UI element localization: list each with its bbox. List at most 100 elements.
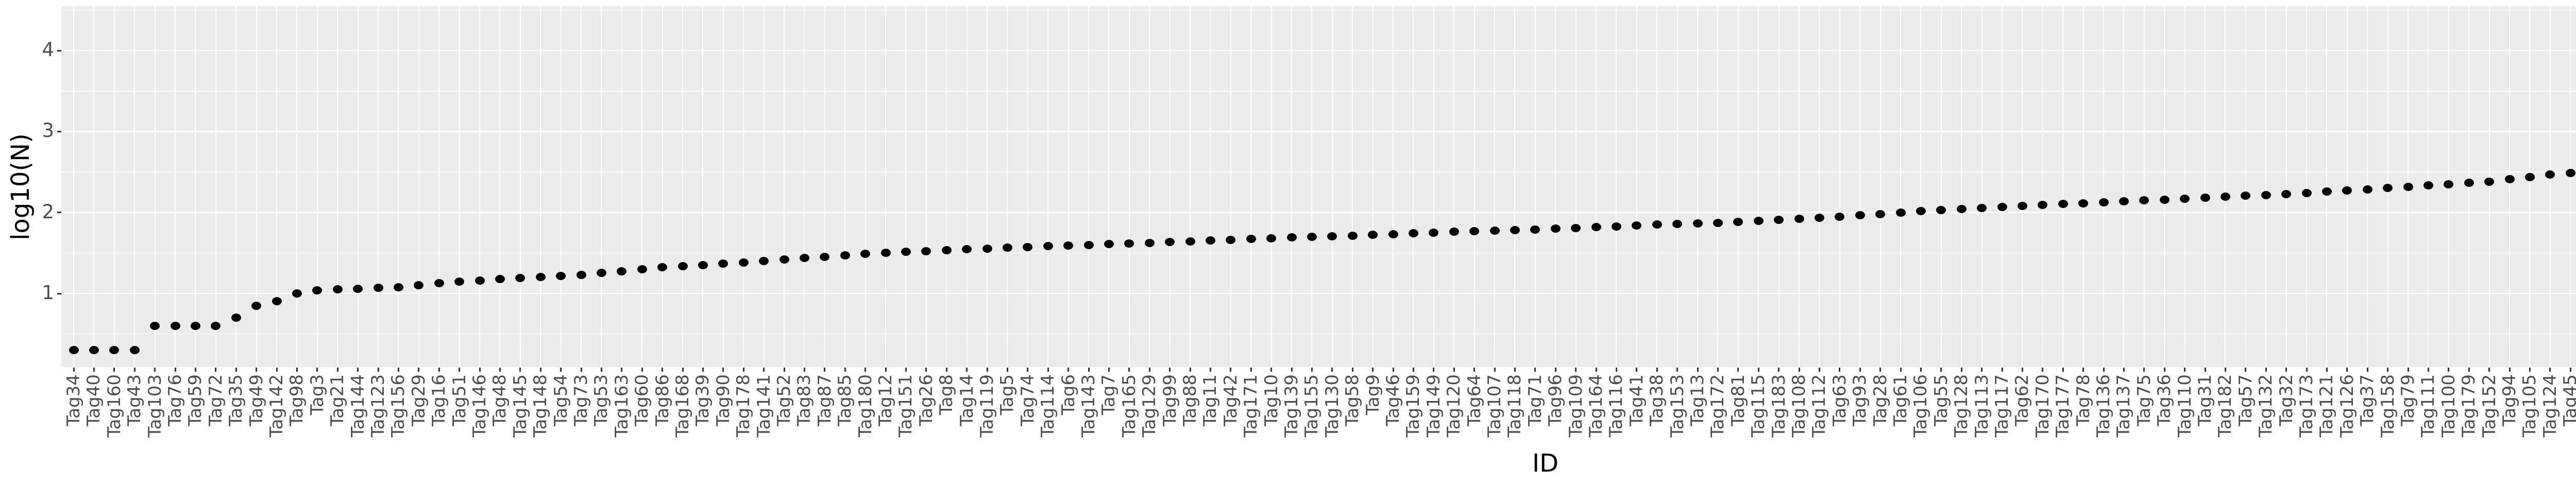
x-tick [580, 368, 582, 372]
data-point [1794, 214, 1804, 223]
category-gridline [1067, 6, 1069, 367]
x-tick-label: Tag129 [1139, 374, 1160, 438]
category-gridline [398, 6, 399, 367]
category-gridline [1007, 6, 1008, 367]
x-tick [1879, 368, 1882, 372]
x-tick-label: Tag7 [1098, 374, 1120, 415]
x-tick [133, 368, 135, 372]
category-gridline [2062, 6, 2064, 367]
data-point [2423, 181, 2433, 190]
x-tick [1514, 368, 1516, 372]
x-tick-label: Tag75 [2133, 374, 2155, 426]
x-tick-label: Tag141 [753, 374, 774, 438]
category-gridline [479, 6, 480, 367]
x-tick-label: Tag28 [1870, 374, 1891, 426]
data-point [1997, 202, 2007, 211]
data-point [2565, 168, 2575, 177]
data-point [1226, 235, 1236, 244]
x-tick-label: Tag103 [144, 374, 165, 438]
x-tick-label: Tag115 [1748, 374, 1769, 438]
data-point [982, 244, 992, 253]
category-gridline [1534, 6, 1536, 367]
data-point [576, 270, 586, 279]
x-tick [1372, 368, 1374, 372]
category-gridline [1656, 6, 1658, 367]
x-tick-label: Tag148 [530, 374, 551, 438]
category-gridline [1372, 6, 1374, 367]
data-point [2241, 192, 2251, 200]
x-tick [783, 368, 785, 372]
x-tick-label: Tag81 [1727, 374, 1749, 426]
x-tick [1209, 368, 1211, 372]
x-tick-label: Tag139 [1281, 374, 1302, 438]
x-tick-label: Tag106 [1910, 374, 1931, 438]
data-point [1774, 216, 1784, 224]
data-point [1733, 218, 1743, 227]
data-point [759, 257, 769, 266]
x-tick-label: Tag72 [205, 374, 226, 426]
category-gridline [1352, 6, 1353, 367]
x-tick-label: Tag45 [2560, 374, 2576, 426]
x-tick-label: Tag120 [1444, 374, 1465, 438]
x-tick [824, 368, 826, 372]
data-point [170, 321, 180, 330]
x-tick [1737, 368, 1739, 372]
category-gridline [2103, 6, 2104, 367]
x-tick-label: Tag34 [63, 374, 84, 426]
x-tick [1839, 368, 1841, 372]
category-gridline [946, 6, 947, 367]
data-point [190, 321, 200, 330]
category-gridline [2225, 6, 2226, 367]
x-tick [1128, 368, 1130, 372]
category-gridline [1575, 6, 1577, 367]
x-tick [1473, 368, 1476, 372]
category-gridline [519, 6, 521, 367]
x-tick [2163, 368, 2165, 372]
x-tick [1859, 368, 1861, 372]
category-gridline [2509, 6, 2510, 367]
data-point [2159, 195, 2170, 204]
category-gridline [1210, 6, 1211, 367]
category-gridline [1190, 6, 1191, 367]
x-tick-label: Tag83 [794, 374, 815, 426]
category-gridline [2306, 6, 2307, 367]
category-gridline [296, 6, 298, 367]
x-tick [438, 368, 440, 372]
x-tick-label: Tag78 [2073, 374, 2094, 426]
x-tick [1960, 368, 1962, 372]
x-tick-label: Tag158 [2377, 374, 2398, 438]
x-tick [2448, 368, 2450, 372]
category-gridline [1819, 6, 1820, 367]
x-tick [2021, 368, 2023, 372]
x-tick [1088, 368, 1090, 372]
data-point [1083, 240, 1094, 249]
category-gridline [1596, 6, 1597, 367]
category-gridline [1981, 6, 1982, 367]
category-gridline [235, 6, 237, 367]
x-tick [1148, 368, 1150, 372]
category-gridline [378, 6, 379, 367]
data-point [2321, 187, 2332, 196]
x-tick [2549, 368, 2551, 372]
data-point [1916, 207, 1926, 216]
x-tick-label: Tag76 [165, 374, 185, 426]
data-point [799, 254, 809, 263]
x-tick-label: Tag110 [2174, 374, 2195, 438]
x-tick [742, 368, 744, 372]
category-gridline [662, 6, 663, 367]
major-gridline [61, 292, 2576, 294]
x-tick [560, 368, 562, 372]
data-point [1124, 239, 1134, 248]
x-tick-label: Tag55 [1930, 374, 1952, 426]
x-tick-label: Tag98 [286, 374, 308, 426]
x-tick-label: Tag52 [774, 374, 794, 426]
x-tick [336, 368, 338, 372]
y-tick-label: 2 [42, 200, 54, 223]
data-point [1956, 204, 1967, 213]
x-tick-label: Tag165 [1118, 374, 1140, 438]
data-point [738, 258, 749, 267]
x-tick-label: Tag39 [692, 374, 714, 426]
x-tick-label: Tag32 [2276, 374, 2297, 426]
data-point [495, 275, 505, 284]
x-tick-label: Tag142 [266, 374, 287, 438]
